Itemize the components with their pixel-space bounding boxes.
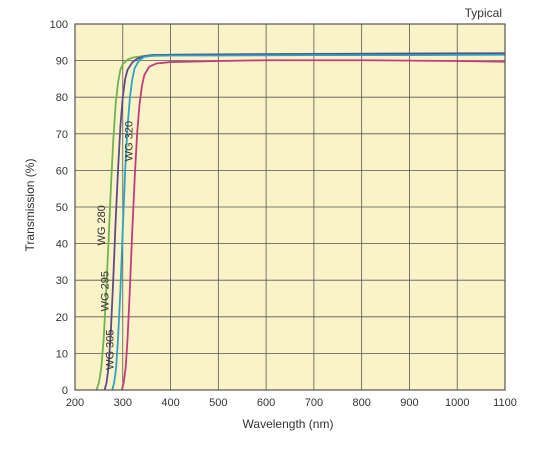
series-line-2 [103, 52, 506, 391]
y-tick-label: 100 [50, 19, 68, 31]
y-tick-label: 10 [56, 348, 68, 360]
y-tick-label: 40 [56, 239, 68, 251]
y-tick-label: 80 [56, 92, 68, 104]
y-tick-label: 0 [62, 385, 68, 397]
series-lines [95, 52, 506, 391]
y-tick-labels: 0 10 20 30 40 50 60 70 80 90 100 [50, 19, 68, 397]
y-tick-label: 50 [56, 202, 68, 214]
x-tick-label: 900 [400, 397, 418, 409]
x-tick-label: 700 [305, 397, 323, 409]
x-tick-label: 800 [352, 397, 370, 409]
x-tick-label: 400 [161, 397, 179, 409]
x-tick-label: 200 [66, 397, 84, 409]
x-tick-labels: 200 300 400 500 600 700 800 900 1000 1100 [66, 397, 517, 409]
x-tick-label: 1100 [493, 397, 517, 409]
x-tick-label: 600 [257, 397, 275, 409]
x-tick-label: 300 [114, 397, 132, 409]
y-tick-label: 30 [56, 275, 68, 287]
curve-labels: WG 280 WG 295 WG 305 WG 320 [96, 121, 136, 370]
y-tick-label: 90 [56, 56, 68, 68]
plot-frame [74, 23, 506, 391]
curve-label-2: WG 295 [100, 271, 112, 311]
y-tick-label: 20 [56, 312, 68, 324]
y-axis-label: Transmission (%) [23, 159, 37, 252]
chart-annotation: Typical [465, 6, 502, 20]
curve-label-3: WG 305 [104, 330, 116, 370]
series-line-3 [111, 53, 506, 391]
y-tick-label: 70 [56, 129, 68, 141]
y-tick-label: 60 [56, 165, 68, 177]
x-tick-label: 500 [209, 397, 227, 409]
x-axis-label: Wavelength (nm) [243, 417, 334, 431]
x-tick-label: 1000 [445, 397, 469, 409]
curve-label-1: WG 280 [96, 205, 108, 245]
series-line-4 [120, 59, 506, 391]
curve-label-4: WG 320 [124, 121, 136, 161]
